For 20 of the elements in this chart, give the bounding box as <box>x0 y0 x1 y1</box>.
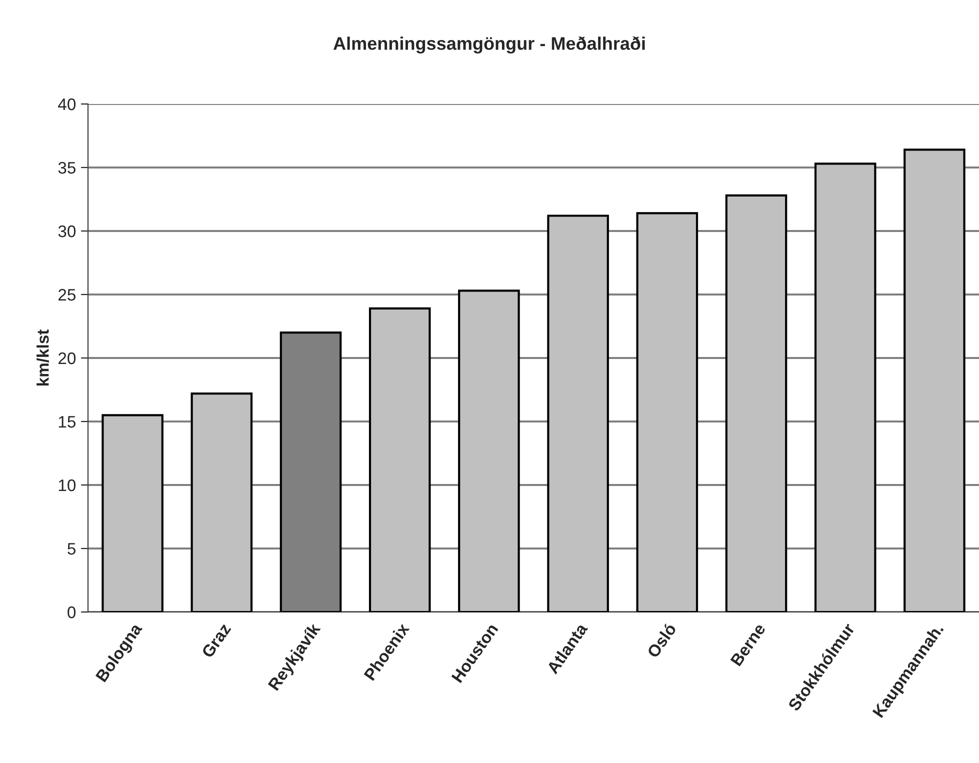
y-tick-label: 0 <box>68 606 76 618</box>
y-tick-label: 35 <box>58 162 76 174</box>
bar <box>368 307 431 612</box>
y-tick-label: 20 <box>58 352 76 364</box>
y-tick-label: 25 <box>58 288 76 301</box>
chart-title: Almenningssamgöngur - Meðalhraði <box>333 36 645 54</box>
bar <box>190 392 253 612</box>
y-tick-label: 40 <box>58 98 76 110</box>
bar <box>904 148 966 612</box>
bar <box>636 212 698 612</box>
y-axis-title: km/klst <box>36 329 49 386</box>
bar <box>458 290 520 612</box>
y-tick-label: 15 <box>58 416 76 428</box>
bar <box>814 162 876 612</box>
bar <box>547 214 609 612</box>
y-tick-label: 10 <box>58 479 76 492</box>
bar <box>725 194 788 612</box>
bar <box>102 414 164 612</box>
y-tick-label: 30 <box>58 225 76 238</box>
y-tick-label: 5 <box>68 543 76 555</box>
